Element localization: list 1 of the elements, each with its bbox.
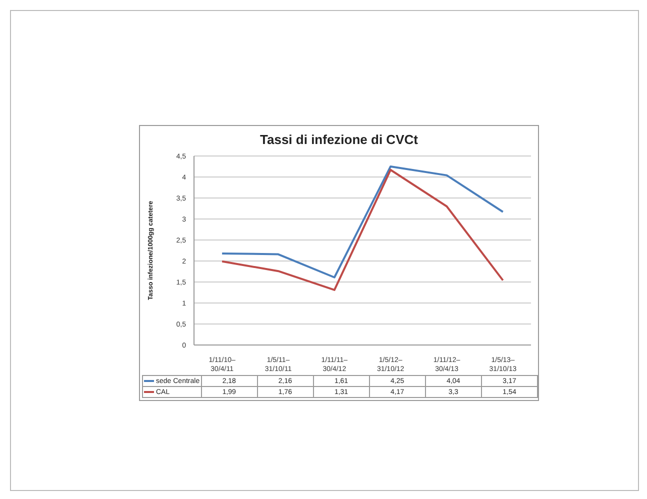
chart-title: Tassi di infezione di CVCt: [259, 132, 419, 147]
